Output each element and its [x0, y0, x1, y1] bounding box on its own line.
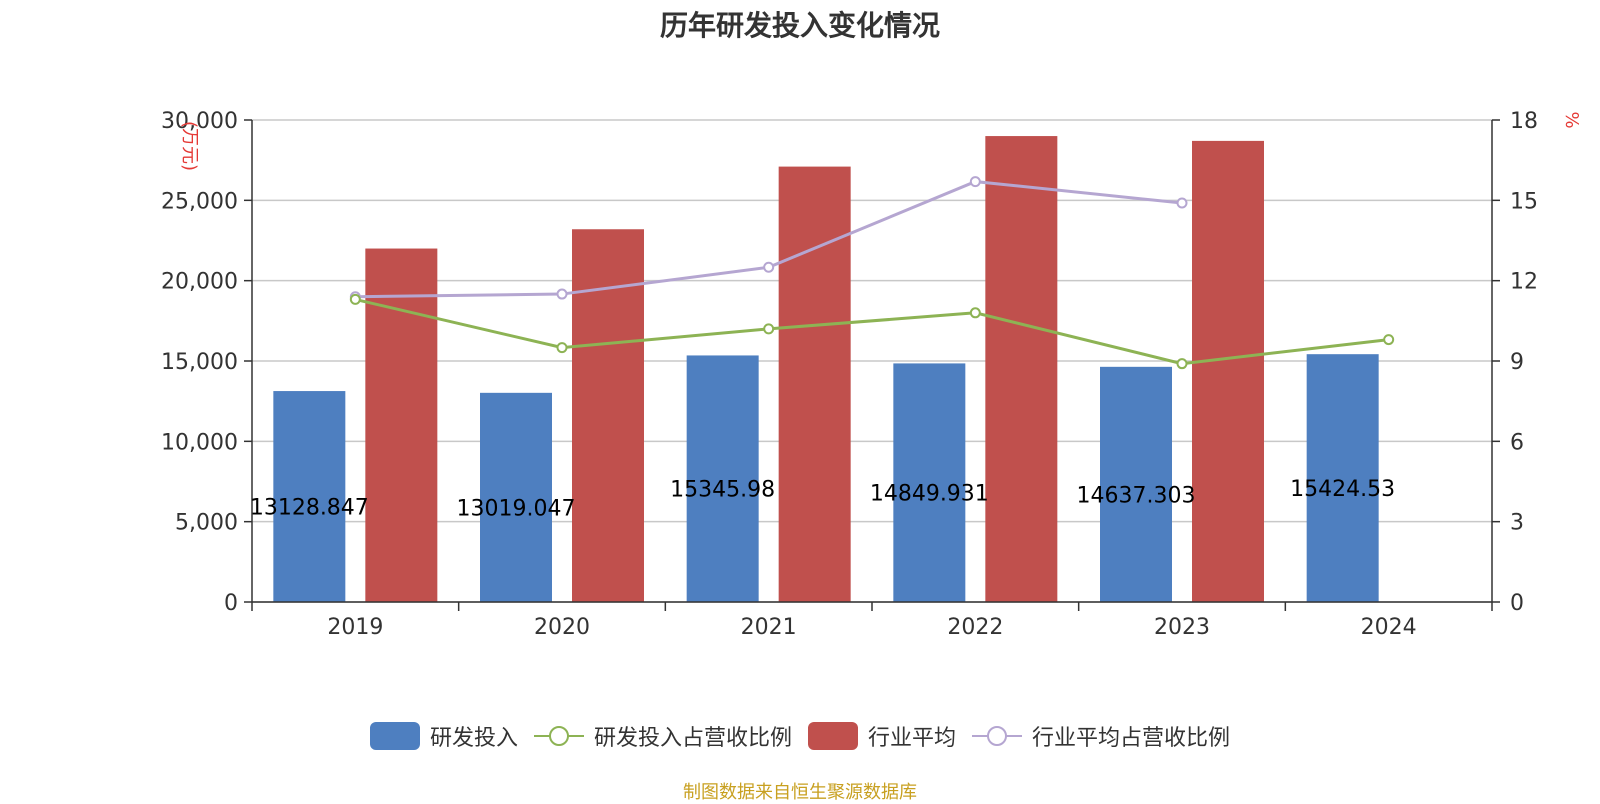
rd-ratio-point — [1176, 358, 1188, 370]
industry-ratio-point — [1176, 197, 1188, 209]
bar-rd — [1306, 354, 1379, 602]
x-tick-label: 2024 — [1361, 615, 1417, 640]
bar-label-rd: 13128.847 — [250, 496, 369, 521]
bar-rd — [273, 391, 346, 602]
industry-ratio-line — [355, 180, 1183, 299]
y-left-tick-label: 20,000 — [161, 270, 238, 295]
x-tick-label: 2019 — [327, 615, 383, 640]
bar-label-rd: 15345.98 — [670, 478, 775, 503]
bar-industry — [778, 166, 851, 603]
rd-ratio-point — [763, 323, 775, 335]
legend-label-rd: 研发投入 — [429, 726, 518, 751]
industry-ratio-point — [556, 288, 568, 300]
rd-ratio-line — [354, 297, 1389, 366]
chart-title: 历年研发投入变化情况 — [659, 9, 940, 42]
legend-swatch-rd-ratio — [533, 726, 584, 746]
bar-label-rd: 15424.53 — [1290, 477, 1395, 502]
bar-industry — [365, 248, 438, 603]
y-left-tick-label: 10,000 — [161, 430, 238, 455]
x-tick-label: 2023 — [1154, 615, 1210, 640]
x-tick-label: 2020 — [534, 615, 590, 640]
bar-layer — [273, 136, 1379, 603]
chart-canvas: 0 5,000 10,000 15,000 20,000 25,000 30,000 0 3 6 9… — [161, 109, 1582, 640]
y-right-unit: % — [1561, 111, 1582, 128]
axes: 0 5,000 10,000 15,000 20,000 25,000 30,000 0 3 6 9… — [161, 109, 1582, 640]
grid-lines — [252, 119, 1492, 603]
data-labels: 13128.847 13019.047 15345.98 14849.931 14637… — [250, 477, 1395, 521]
legend-item-rd[interactable]: 研发投入 — [369, 720, 518, 752]
y-left-tick-label: 25,000 — [161, 189, 238, 214]
y-left-tick-label: 0 — [224, 591, 238, 616]
y-left-unit: (万元) — [179, 121, 200, 171]
rd-ratio-point — [1383, 334, 1395, 346]
x-tick-label: 2021 — [741, 615, 797, 640]
y-right-tick-label: 15 — [1510, 189, 1538, 214]
bar-label-rd: 14637.303 — [1077, 483, 1196, 508]
bar-label-rd: 14849.931 — [870, 482, 989, 507]
y-right-tick-label: 9 — [1510, 350, 1524, 375]
legend-item-industry[interactable]: 行业平均 — [808, 720, 956, 752]
bar-rd — [480, 392, 552, 602]
legend-item-industry-ratio[interactable]: 行业平均占营收比例 — [972, 720, 1230, 752]
rd-ratio-point — [969, 307, 981, 319]
legend-label-rd-ratio: 研发投入占营收比例 — [593, 726, 792, 751]
x-tick-label: 2022 — [947, 615, 1003, 640]
legend-item-rd-ratio[interactable]: 研发投入占营收比例 — [533, 720, 792, 752]
legend: 研发投入 研发投入占营收比例 行业平均 行业平均占营收比例 — [0, 720, 1600, 752]
line-layer — [349, 176, 1395, 370]
y-right-tick-label: 6 — [1510, 430, 1524, 455]
y-right-tick-label: 0 — [1510, 591, 1524, 616]
rd-ratio-point — [556, 342, 568, 354]
y-right-tick-label: 18 — [1510, 109, 1538, 134]
bar-rd — [1100, 366, 1172, 602]
y-left-tick-label: 30,000 — [161, 109, 238, 134]
legend-label-industry: 行业平均 — [868, 726, 957, 751]
legend-label-industry-ratio: 行业平均占营收比例 — [1032, 726, 1231, 751]
y-right-tick-label: 12 — [1510, 270, 1538, 295]
bar-label-rd: 13019.047 — [457, 496, 576, 521]
legend-swatch-industry-ratio — [972, 726, 1023, 746]
data-source: 制图数据来自恒生聚源数据库 — [683, 782, 917, 803]
y-left-tick-label: 15,000 — [161, 350, 238, 375]
industry-ratio-point — [763, 261, 775, 273]
y-right-tick-label: 3 — [1510, 511, 1524, 536]
y-left-tick-label: 5,000 — [175, 511, 238, 536]
bar-industry — [1192, 140, 1264, 603]
bar-rd — [893, 363, 966, 602]
industry-ratio-point — [969, 176, 981, 188]
bar-rd — [686, 355, 759, 602]
legend-swatch-rd — [369, 722, 420, 750]
bar-industry — [985, 136, 1058, 603]
legend-swatch-industry — [808, 722, 858, 750]
rd-ratio-point — [349, 293, 361, 305]
